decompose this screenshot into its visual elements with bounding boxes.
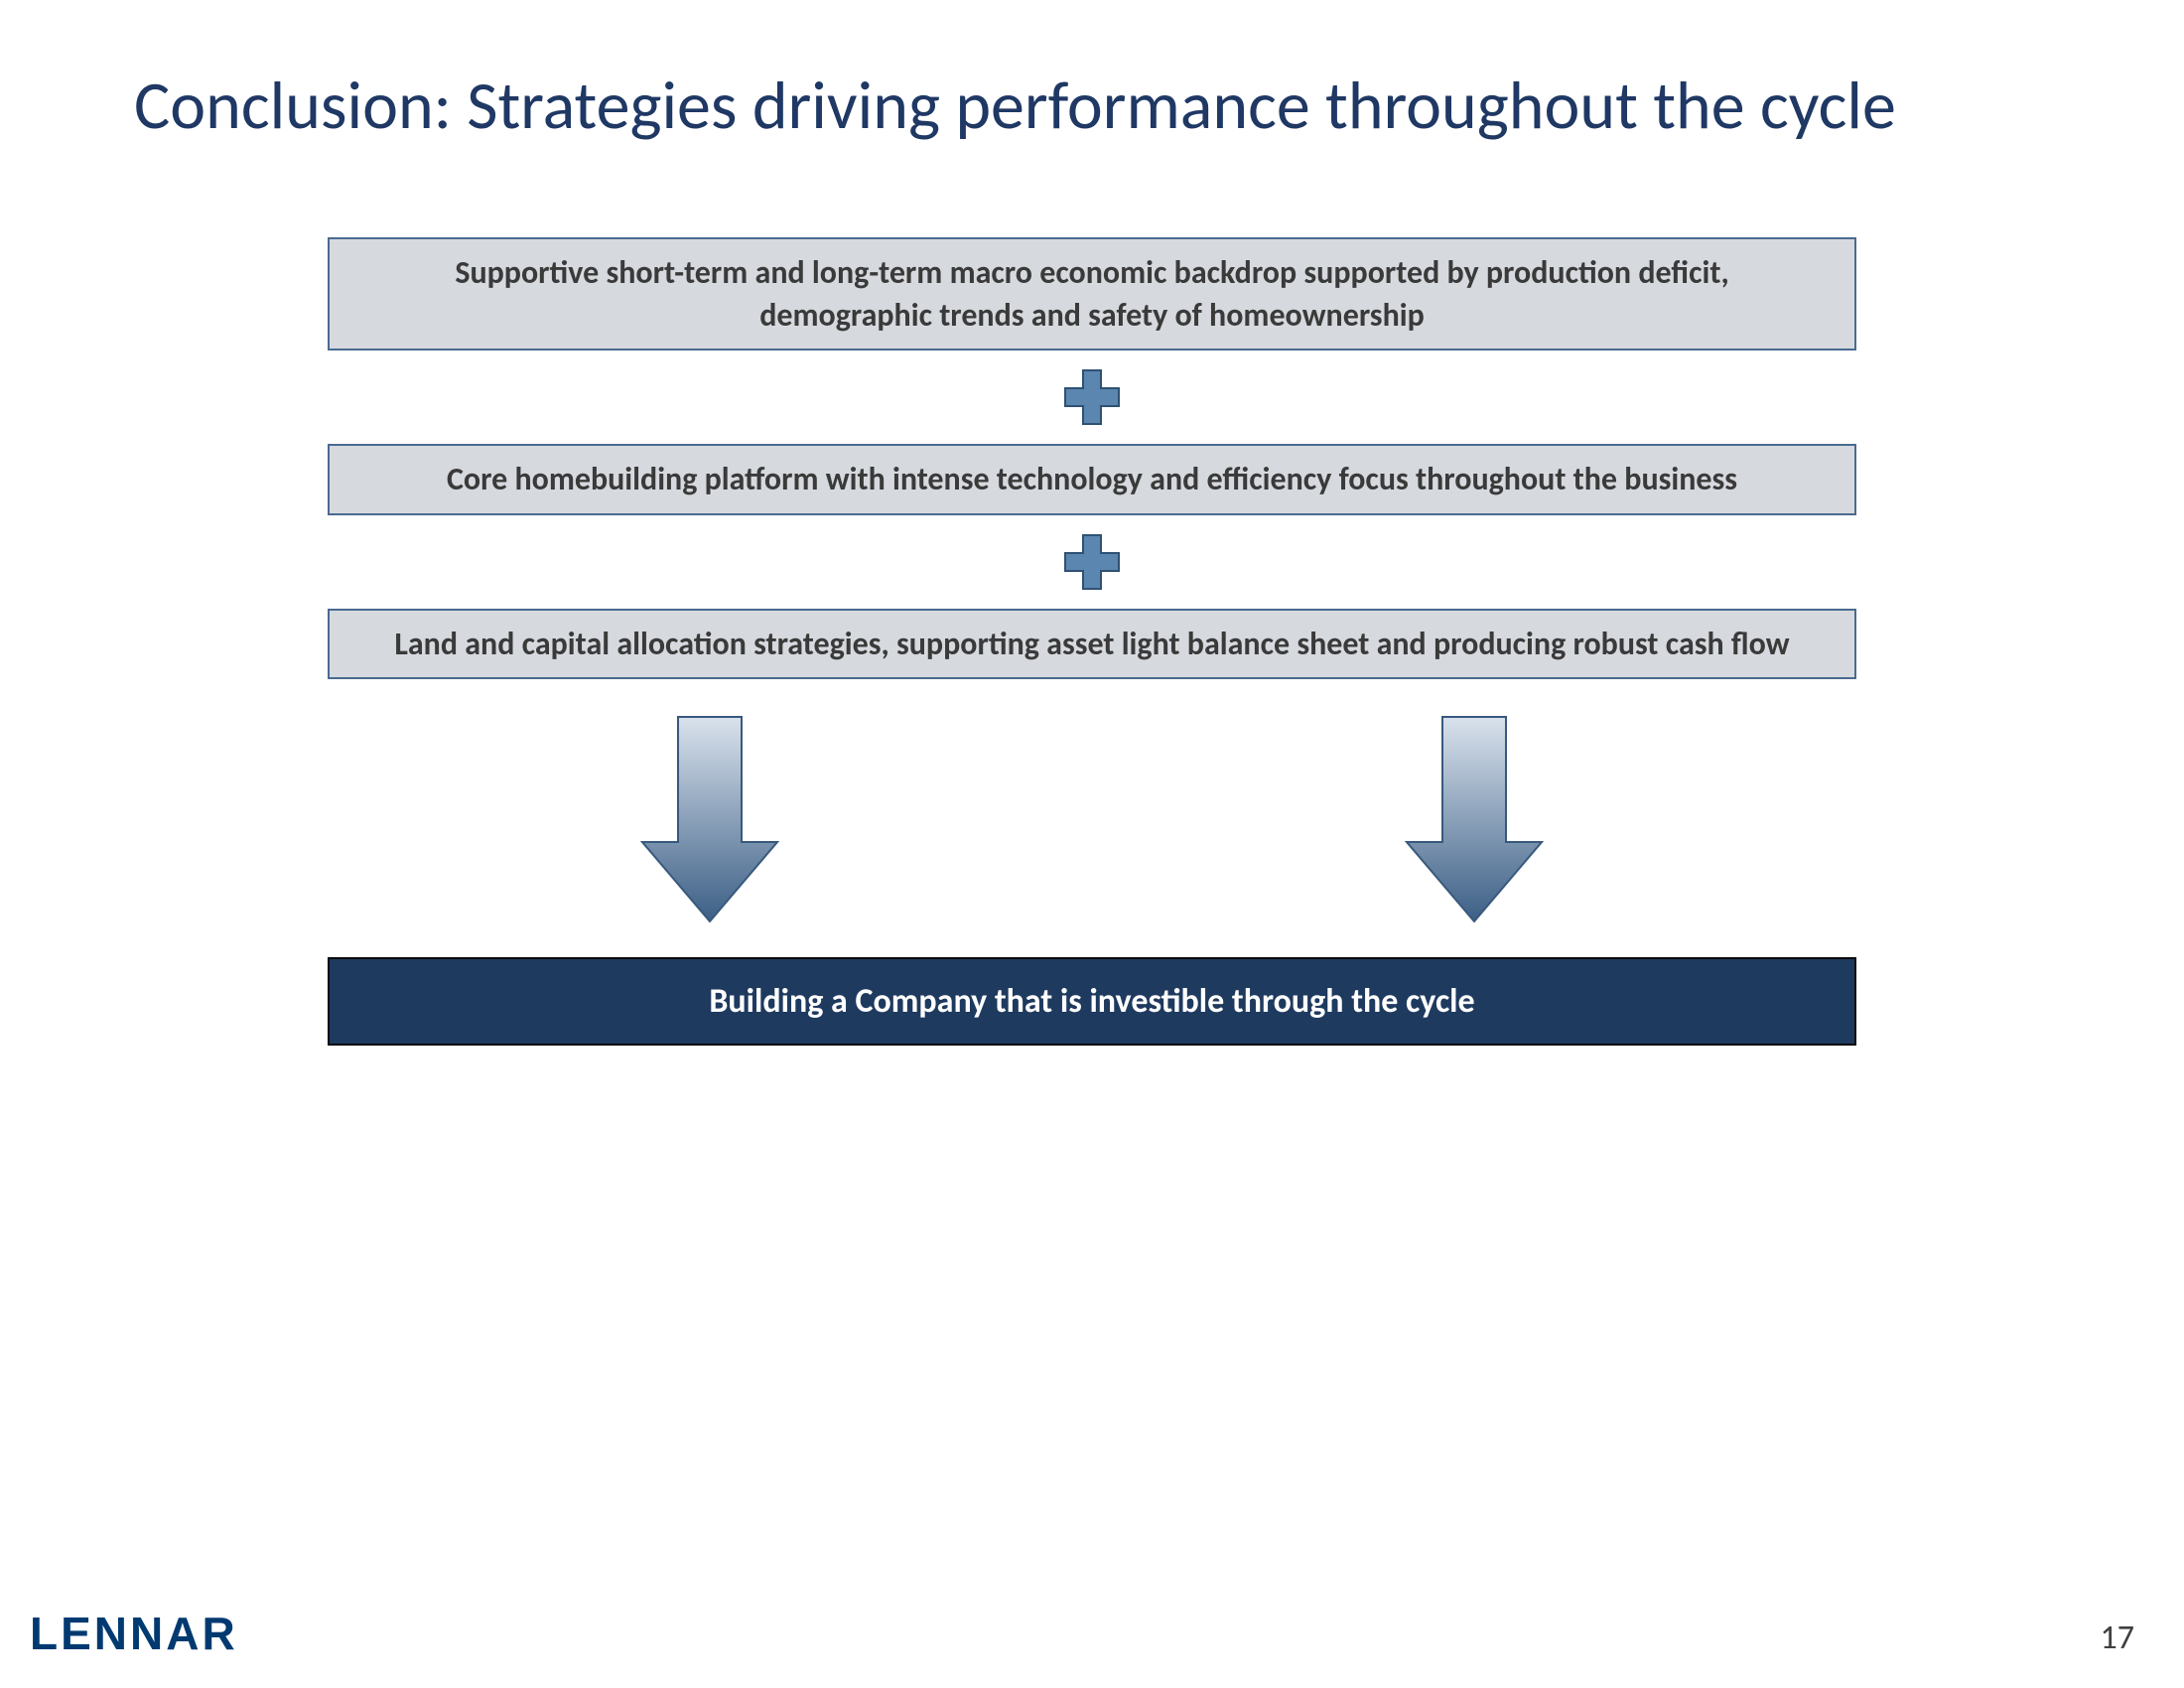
plus-icon bbox=[1063, 368, 1121, 426]
lennar-logo: LENNAR bbox=[30, 1607, 238, 1660]
page-number: 17 bbox=[2101, 1618, 2134, 1658]
conclusion-box: Building a Company that is investible th… bbox=[328, 957, 1856, 1046]
plus-icon bbox=[1063, 533, 1121, 591]
down-arrow-icon bbox=[1405, 715, 1544, 923]
slide-title: Conclusion: Strategies driving performan… bbox=[134, 65, 1896, 147]
arrows-row bbox=[328, 715, 1856, 923]
down-arrow-icon bbox=[640, 715, 779, 923]
strategy-box-1: Supportive short-term and long-term macr… bbox=[328, 237, 1856, 351]
strategy-box-2: Core homebuilding platform with intense … bbox=[328, 444, 1856, 514]
strategy-box-3: Land and capital allocation strategies, … bbox=[328, 609, 1856, 679]
flowchart-content: Supportive short-term and long-term macr… bbox=[328, 237, 1856, 1046]
